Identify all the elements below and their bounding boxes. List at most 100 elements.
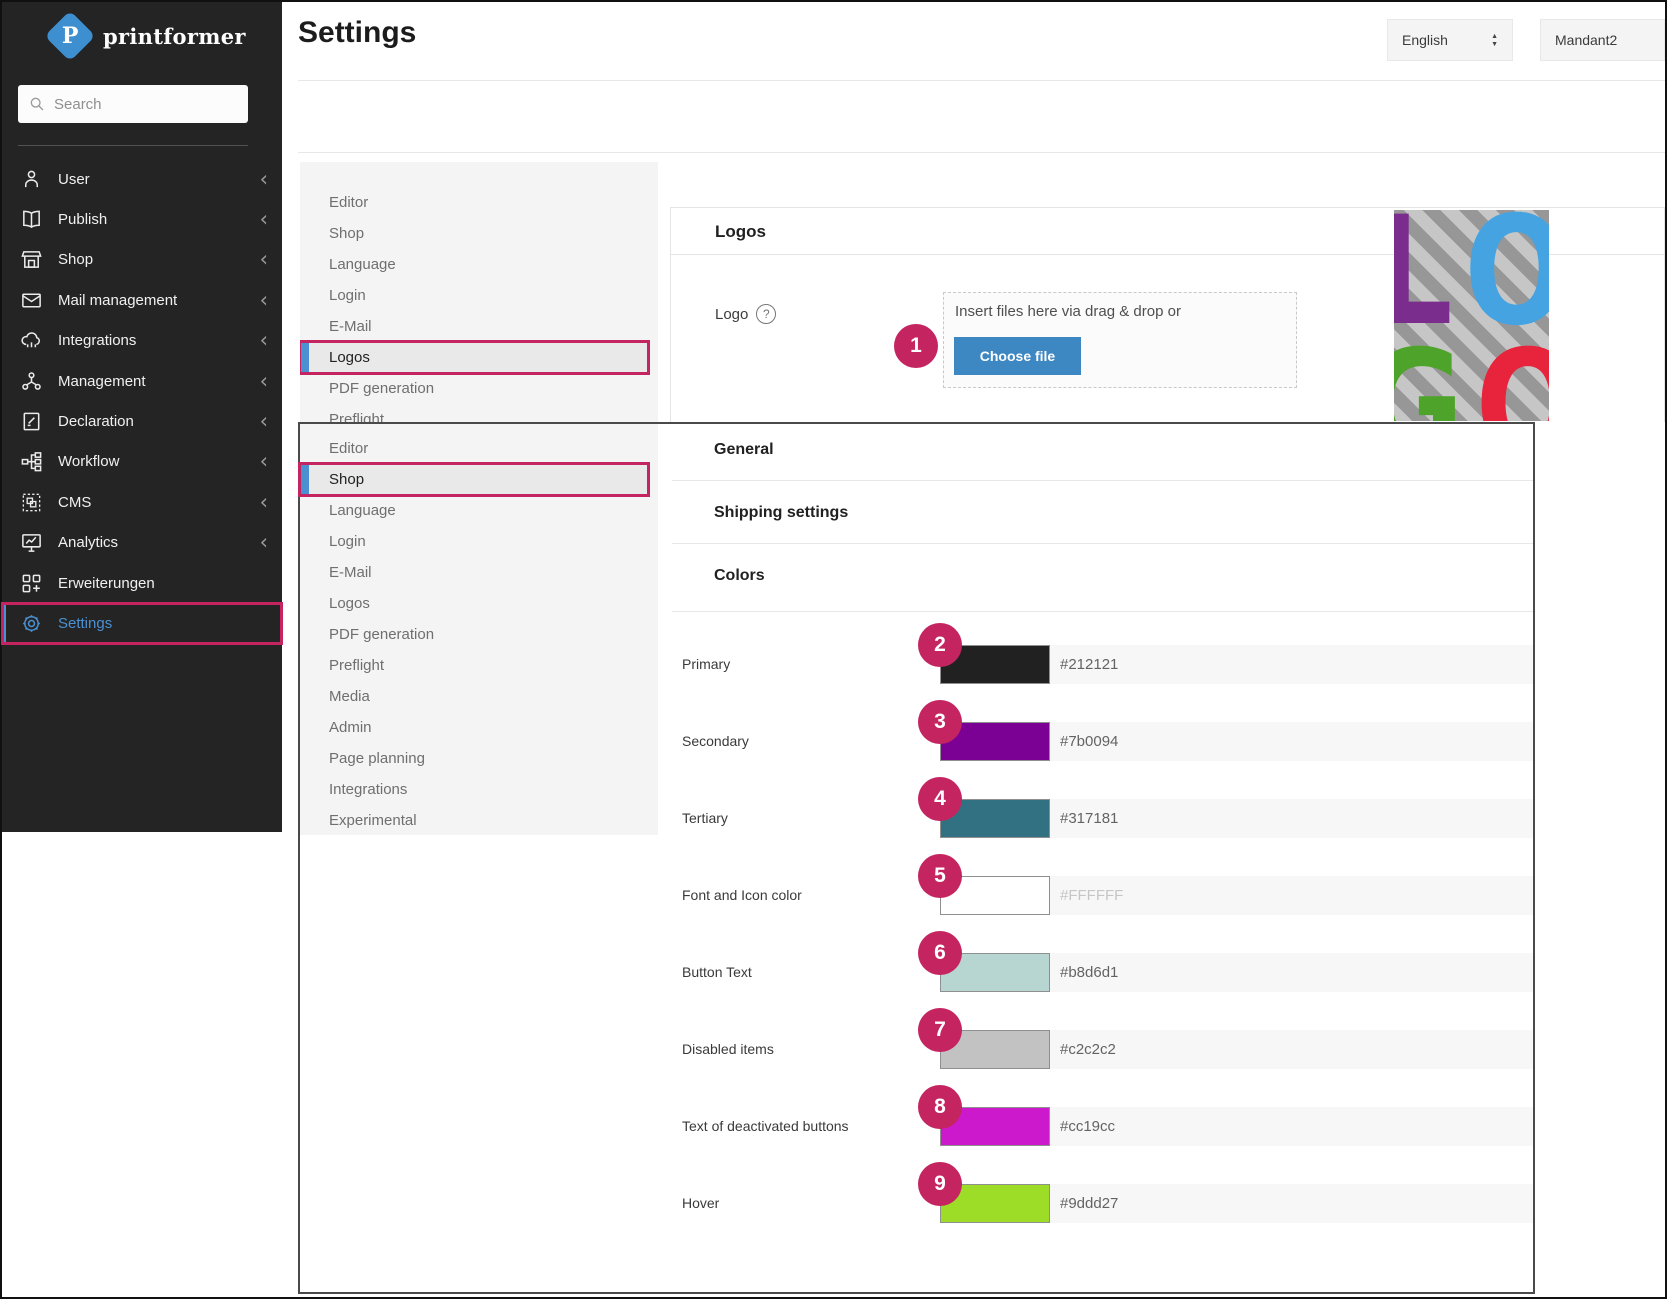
color-label: Button Text [682,964,752,980]
tab-preflight[interactable]: Preflight [300,650,658,681]
sidebar-item-settings[interactable]: Settings [1,602,283,645]
tab-pdf-generation[interactable]: PDF generation [300,373,658,404]
chevron-left-icon: ‹ [259,449,268,474]
sidebar-item-label: Declaration [58,413,134,431]
logo-label-text: Logo [715,305,749,323]
tab-label: Shop [329,225,365,242]
badge-number: 6 [934,941,946,964]
color-hex-value: #212121 [1060,656,1119,673]
sidebar-item-integrations[interactable]: Integrations ‹ [2,321,282,361]
search-input[interactable] [54,95,224,113]
tab-editor[interactable]: Editor [300,433,658,464]
sidebar-item-label: User [58,170,90,188]
color-row-tertiary: Tertiary #317181 4 [672,777,1533,838]
annotation-badge-4: 4 [918,777,962,821]
badge-number: 5 [934,864,946,887]
chevron-left-icon: ‹ [259,368,268,393]
tab-pdf-generation[interactable]: PDF generation [300,619,658,650]
color-swatch[interactable] [940,799,1050,838]
color-hex-value: #FFFFFF [1060,887,1124,904]
logo-dropzone[interactable]: Insert files here via drag & drop or Cho… [894,292,1297,388]
sidebar-item-user[interactable]: User ‹ [2,159,282,199]
badge-number: 7 [934,1018,946,1041]
analytics-icon [18,531,44,554]
language-select[interactable]: English ▲ ▼ [1387,19,1513,61]
tab-label: PDF generation [329,380,435,397]
tab-label: Admin [329,719,372,736]
tab-editor[interactable]: Editor [300,187,658,218]
annotation-badge-2: 2 [918,623,962,667]
dropzone-text: Insert files here via drag & drop or [955,303,1181,320]
tab-label: Login [329,533,366,550]
annotation-badge-6: 6 [918,931,962,975]
annotation-badge-3: 3 [918,700,962,744]
tab-email[interactable]: E-Mail [300,557,658,588]
color-row-button-text: Button Text #b8d6d1 6 [672,931,1533,992]
tab-login[interactable]: Login [300,526,658,557]
badge-number: 4 [934,787,946,810]
tab-language[interactable]: Language [300,495,658,526]
sidebar-item-shop[interactable]: Shop ‹ [2,240,282,280]
tab-label: Page planning [329,750,425,767]
badge-number: 1 [910,334,922,357]
content-divider [298,152,1665,153]
color-row-secondary: Secondary #7b0094 3 [672,700,1533,761]
sidebar-item-label: Management [58,372,146,390]
sidebar-item-label: Analytics [58,534,119,552]
tab-shop[interactable]: Shop [300,218,658,249]
tab-admin[interactable]: Admin [300,712,658,743]
logos-card-title: Logos [671,208,1664,255]
tenant-button[interactable]: Mandant2 [1540,19,1665,61]
help-icon[interactable]: ? [756,304,777,324]
section-divider [672,611,1533,612]
color-hex-value: #b8d6d1 [1060,964,1119,981]
color-row-primary: Primary #212121 2 [672,623,1533,684]
header-divider [298,80,1665,81]
tab-logos[interactable]: Logos [300,588,658,619]
sidebar-item-erweiterungen[interactable]: Erweiterungen [2,563,282,603]
color-hex-value: #9ddd27 [1060,1195,1119,1212]
tab-email[interactable]: E-Mail [300,311,658,342]
sidebar-item-declaration[interactable]: Declaration ‹ [2,401,282,441]
sidebar-search[interactable] [18,85,248,123]
sidebar-item-analytics[interactable]: Analytics ‹ [2,523,282,563]
extensions-icon [18,572,44,595]
sidebar: P printformer User ‹ Publish ‹ Shop ‹ Ma… [1,2,283,832]
tab-language[interactable]: Language [300,249,658,280]
brand-name: printformer [103,23,246,49]
sidebar-item-management[interactable]: Management ‹ [2,361,282,401]
section-general[interactable]: General [714,441,774,458]
shop-settings-nav: Editor Shop Language Login E-Mail Logos … [298,424,658,836]
tab-media[interactable]: Media [300,681,658,712]
sidebar-item-workflow[interactable]: Workflow ‹ [2,442,282,482]
sidebar-item-cms[interactable]: CMS ‹ [2,482,282,522]
tab-integrations[interactable]: Integrations [300,774,658,805]
sidebar-item-label: Shop [58,251,94,269]
color-row-deactivated-buttons: Text of deactivated buttons #cc19cc 8 [672,1085,1533,1146]
logo-letters: L O G O [1394,210,1549,421]
color-label: Hover [682,1195,720,1211]
tab-logos-active[interactable]: Logos [300,340,650,375]
section-shipping-settings[interactable]: Shipping settings [714,504,849,521]
sidebar-item-mail-management[interactable]: Mail management ‹ [2,280,282,320]
choose-file-button[interactable]: Choose file [954,337,1081,375]
org-chart-icon [18,370,44,393]
logo-letter-l: L [1394,210,1453,347]
tab-shop-active[interactable]: Shop [298,462,650,497]
tab-preflight[interactable]: Preflight [300,404,658,423]
section-colors[interactable]: Colors [714,567,765,584]
chevron-left-icon: ‹ [259,166,268,191]
color-settings-list: Primary #212121 2 Secondary #7b0094 3 Te… [672,623,1533,1261]
tab-page-planning[interactable]: Page planning [300,743,658,774]
tab-label: Integrations [329,781,408,798]
help-glyph: ? [763,307,770,321]
chevron-left-icon: ‹ [259,287,268,312]
tab-login[interactable]: Login [300,280,658,311]
sidebar-item-publish[interactable]: Publish ‹ [2,199,282,239]
tab-label: Language [329,502,396,519]
color-row-hover: Hover #9ddd27 9 [672,1162,1533,1223]
annotation-badge-9: 9 [918,1162,962,1206]
tab-experimental[interactable]: Experimental [300,805,658,836]
tab-label: Login [329,287,366,304]
brand-initial: P [61,22,79,49]
